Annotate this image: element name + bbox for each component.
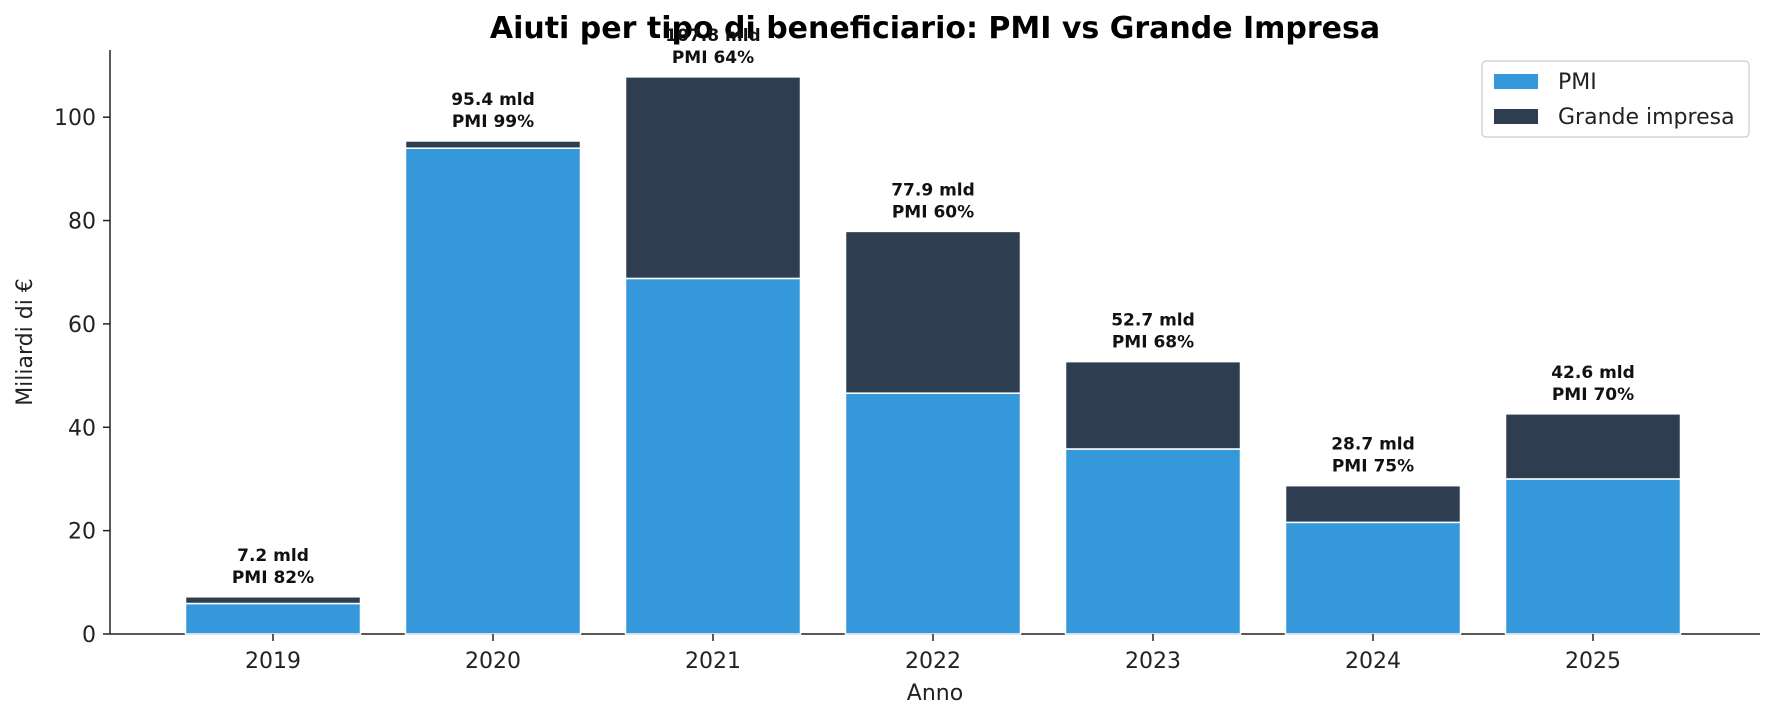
bar-grande-impresa-2023 (1064, 360, 1242, 450)
chart-title: Aiuti per tipo di beneficiario: PMI vs G… (490, 11, 1380, 46)
bar-grande-impresa-2024 (1284, 484, 1462, 524)
legend-label-grande-impresa: Grande impresa (1558, 105, 1735, 130)
bar-share-label: PMI 60% (892, 202, 974, 222)
x-tick-label: 2025 (1565, 649, 1621, 674)
bar-grande-impresa-2019 (184, 596, 362, 605)
y-axis-label: Miliardi di € (13, 278, 38, 406)
x-axis-label: Anno (907, 681, 963, 706)
y-tick-label: 60 (68, 313, 96, 338)
legend-swatch-grande-impresa (1494, 109, 1538, 124)
bar-total-label: 95.4 mld (451, 90, 535, 110)
legend-label-pmi: PMI (1558, 70, 1597, 95)
bar-share-label: PMI 68% (1112, 333, 1194, 353)
legend: PMI Grande impresa (1481, 60, 1750, 138)
bar-pmi-2020 (404, 147, 582, 635)
legend-swatch-pmi (1494, 74, 1538, 89)
bar-pmi-2025 (1504, 478, 1682, 635)
bar-grande-impresa-2021 (624, 76, 802, 280)
bar-pmi-2023 (1064, 448, 1242, 635)
y-tick-label: 80 (68, 210, 96, 235)
bar-share-label: PMI 75% (1332, 457, 1414, 477)
bar-pmi-2024 (1284, 521, 1462, 635)
y-tick-label: 40 (68, 416, 96, 441)
bar-total-label: 28.7 mld (1331, 435, 1415, 455)
bar-share-label: PMI 82% (232, 568, 314, 588)
x-tick-label: 2021 (685, 649, 741, 674)
bar-total-label: 107.8 mld (665, 26, 760, 46)
bar-grande-impresa-2025 (1504, 413, 1682, 480)
bar-share-label: PMI 70% (1552, 385, 1634, 405)
x-tick-label: 2022 (905, 649, 961, 674)
bar-total-label: 7.2 mld (237, 546, 309, 566)
y-tick-label: 0 (82, 623, 96, 648)
bar-total-label: 52.7 mld (1111, 311, 1195, 331)
bar-pmi-2019 (184, 602, 362, 635)
bar-share-label: PMI 99% (452, 112, 534, 132)
legend-box (1481, 60, 1750, 138)
bar-share-label: PMI 64% (672, 48, 754, 68)
x-tick-label: 2024 (1345, 649, 1401, 674)
y-tick-label: 20 (68, 520, 96, 545)
x-tick-label: 2020 (465, 649, 521, 674)
bar-grande-impresa-2020 (404, 140, 582, 149)
bar-grande-impresa-2022 (844, 230, 1022, 394)
bar-total-label: 77.9 mld (891, 180, 975, 200)
bar-pmi-2022 (844, 392, 1022, 635)
x-tick-label: 2019 (245, 649, 301, 674)
x-tick-label: 2023 (1125, 649, 1181, 674)
bar-total-label: 42.6 mld (1551, 363, 1635, 383)
bar-pmi-2021 (624, 277, 802, 635)
y-tick-label: 100 (54, 106, 96, 131)
